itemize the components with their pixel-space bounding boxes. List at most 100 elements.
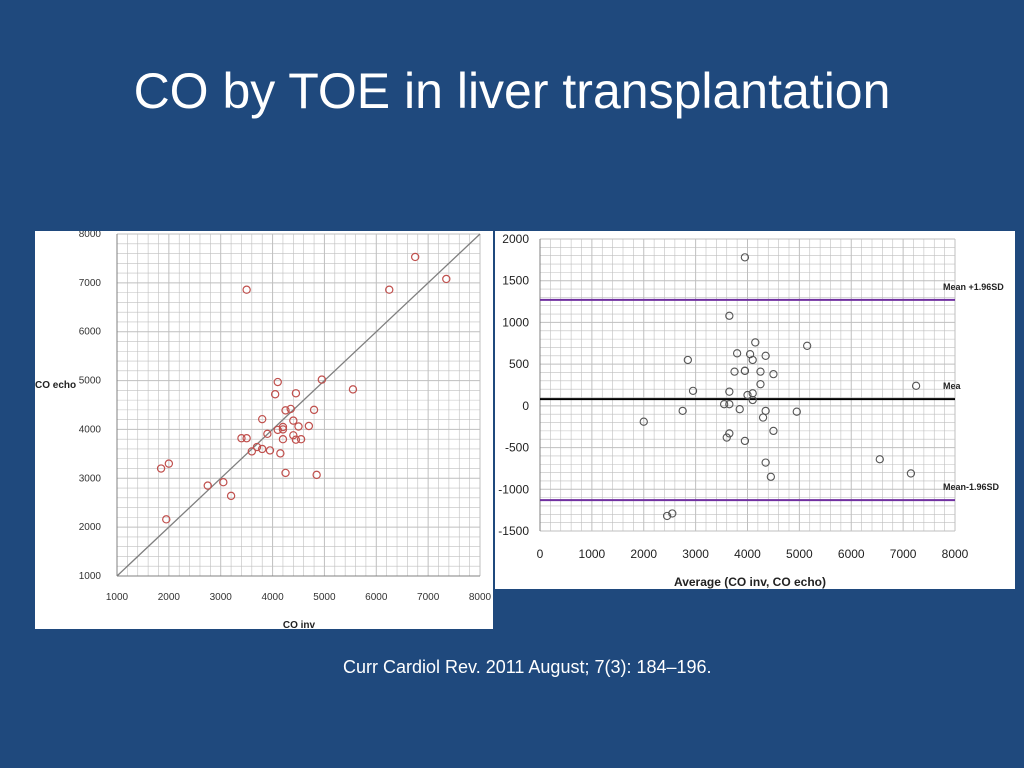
x-axis-label: Average (CO inv, CO echo) bbox=[674, 575, 826, 589]
scatter-point bbox=[756, 380, 765, 389]
y-tick-label: 1500 bbox=[502, 274, 529, 288]
scatter-point bbox=[725, 400, 734, 409]
identity-line bbox=[116, 233, 481, 577]
scatter-point bbox=[296, 434, 306, 444]
y-tick-label: -500 bbox=[505, 441, 529, 455]
scatter-point bbox=[769, 370, 778, 379]
x-tick-label: 8000 bbox=[942, 547, 969, 561]
y-tick-label: 3000 bbox=[79, 473, 102, 484]
bland-altman-chart-panel: Mean +1.96SD Mea Mean-1.96SD 0 1000 2000 3000 4… bbox=[495, 231, 1015, 589]
scatter-point bbox=[662, 511, 672, 521]
scatter-point bbox=[242, 434, 251, 443]
scatter-point bbox=[286, 404, 295, 414]
x-tick-label: 7000 bbox=[417, 592, 440, 603]
scatter-point bbox=[312, 470, 321, 480]
scatter-point bbox=[906, 469, 916, 478]
y-tick-label: 2000 bbox=[502, 232, 529, 246]
scatter-point bbox=[257, 414, 267, 424]
scatter-point bbox=[683, 355, 692, 365]
x-tick-label: 8000 bbox=[469, 592, 492, 603]
x-tick-label: 5000 bbox=[313, 592, 336, 603]
scatter-point bbox=[237, 434, 246, 443]
scatter-point bbox=[162, 515, 171, 524]
y-tick-label: 0 bbox=[522, 399, 529, 413]
x-tick-label: 4000 bbox=[261, 592, 284, 603]
scatter-point bbox=[252, 442, 262, 452]
bland-altman-chart: Mean +1.96SD Mea Mean-1.96SD 0 1000 2000 3000 4… bbox=[498, 232, 1004, 589]
x-tick-label: 6000 bbox=[838, 547, 865, 561]
reference-line-label: Mean-1.96SD bbox=[943, 482, 1000, 492]
x-tick-label: 7000 bbox=[890, 547, 917, 561]
scatter-point bbox=[769, 426, 778, 436]
scatter-point bbox=[309, 405, 319, 415]
y-tick-label: -1500 bbox=[498, 524, 529, 538]
x-tick-label: 3000 bbox=[682, 547, 709, 561]
scatter-point bbox=[678, 406, 687, 416]
scatter-point bbox=[761, 351, 770, 360]
scatter-point bbox=[720, 400, 729, 409]
scatter-point bbox=[740, 253, 750, 262]
scatter-point bbox=[725, 387, 734, 396]
reference-line-label: Mean +1.96SD bbox=[943, 282, 1004, 292]
scatter-point bbox=[761, 458, 770, 467]
y-tick-label: 500 bbox=[509, 357, 529, 371]
correlation-scatter-chart: 1000 2000 3000 4000 5000 6000 7000 8000 1000 2000… bbox=[35, 231, 492, 629]
scatter-point bbox=[273, 377, 282, 387]
x-tick-label: 3000 bbox=[210, 592, 233, 603]
scatter-point bbox=[278, 434, 288, 444]
scatter-point bbox=[751, 338, 760, 347]
scatter-point bbox=[410, 252, 420, 262]
y-tick-label: 7000 bbox=[79, 278, 102, 289]
scatter-point bbox=[911, 381, 921, 390]
scatter-point bbox=[688, 386, 698, 395]
y-tick-label: 1000 bbox=[502, 315, 529, 329]
scatter-point bbox=[756, 367, 765, 376]
scatter-point bbox=[722, 433, 731, 442]
scatter-point bbox=[803, 341, 812, 350]
scatter-point bbox=[203, 481, 212, 490]
scatter-point bbox=[265, 446, 275, 455]
y-tick-label: 5000 bbox=[79, 376, 102, 387]
scatter-point bbox=[730, 367, 739, 376]
citation: Curr Cardiol Rev. 2011 August; 7(3): 184… bbox=[343, 657, 712, 677]
x-tick-label: 2000 bbox=[158, 592, 181, 603]
scatter-point bbox=[740, 436, 750, 446]
y-tick-label: 2000 bbox=[79, 522, 102, 533]
scatter-point bbox=[761, 406, 770, 416]
scatter-point bbox=[257, 444, 267, 454]
scatter-point bbox=[317, 375, 327, 384]
scatter-point bbox=[276, 449, 285, 458]
scatter-point bbox=[875, 455, 884, 464]
scatter-point bbox=[442, 274, 451, 284]
scatter-point bbox=[725, 311, 734, 320]
y-tick-label: 1000 bbox=[79, 571, 102, 582]
slide-title: CO by TOE in liver transplantation bbox=[133, 63, 891, 119]
correlation-chart-panel: 1000 2000 3000 4000 5000 6000 7000 8000 1000 2000… bbox=[35, 231, 493, 629]
x-tick-label: 1000 bbox=[106, 592, 129, 603]
scatter-point bbox=[291, 389, 301, 398]
scatter-point bbox=[164, 459, 174, 468]
scatter-point bbox=[348, 385, 358, 394]
y-tick-label: 6000 bbox=[79, 327, 102, 338]
scatter-point bbox=[668, 509, 677, 518]
x-tick-label: 0 bbox=[537, 547, 544, 561]
scatter-point bbox=[758, 413, 768, 422]
scatter-point bbox=[291, 435, 301, 444]
scatter-point bbox=[732, 349, 742, 358]
scatter-point bbox=[740, 366, 750, 375]
scatter-point bbox=[289, 416, 298, 425]
y-axis-label: CO echo bbox=[35, 380, 76, 391]
scatter-point bbox=[219, 477, 228, 487]
scatter-point bbox=[156, 464, 166, 473]
y-tick-label: 4000 bbox=[79, 424, 102, 435]
scatter-point bbox=[639, 417, 648, 426]
scatter-point bbox=[270, 390, 280, 399]
scatter-point bbox=[278, 425, 288, 434]
x-tick-label: 1000 bbox=[579, 547, 606, 561]
scatter-point bbox=[289, 431, 298, 440]
reference-line-label: Mea bbox=[943, 381, 962, 391]
scatter-point bbox=[304, 421, 314, 431]
scatter-point bbox=[226, 491, 236, 501]
scatter-point bbox=[278, 422, 288, 432]
scatter-point bbox=[735, 405, 744, 414]
